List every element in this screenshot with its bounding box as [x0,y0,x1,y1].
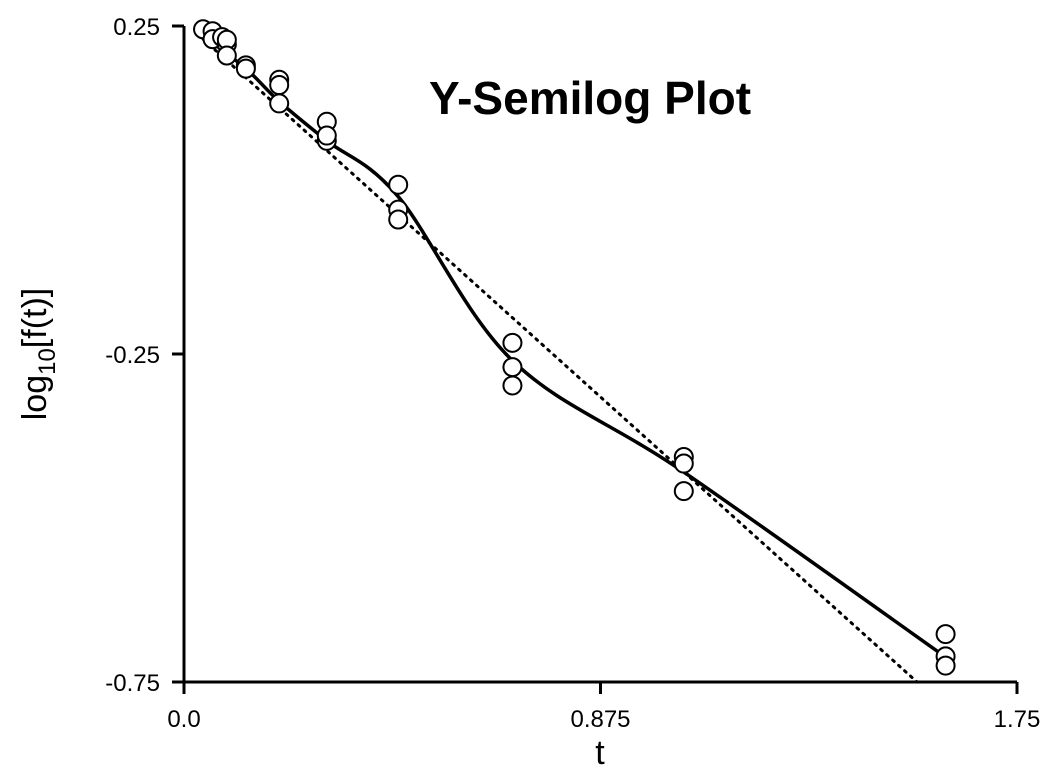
data-point [502,357,523,378]
data-point [388,209,409,230]
y-tick-label: -0.75 [105,670,160,697]
data-point [316,125,337,146]
data-point [269,93,290,114]
x-axis-title: t [595,734,605,772]
x-tick-label: 1.75 [994,706,1041,733]
y-tick-label: -0.25 [105,342,160,369]
series-layer [193,19,956,684]
data-point [935,655,956,676]
fitted-curve [201,34,947,659]
data-point [673,481,694,502]
y-axis-title-log: log [16,375,54,420]
chart-title: Y-Semilog Plot [429,72,751,124]
y-ticks: -0.75 -0.25 0.25 [105,14,184,697]
y-axis-title-rest: [f(t)] [16,288,54,348]
data-point [388,174,409,195]
x-tick-label: 0.875 [570,706,630,733]
data-point [502,375,523,396]
x-ticks: 0.0 0.875 1.75 [167,682,1040,733]
linear-fit-line [201,37,919,684]
data-point [269,75,290,96]
data-point [935,624,956,645]
data-point [502,332,523,353]
data-point [673,453,694,474]
x-tick-label: 0.0 [167,706,200,733]
y-axis-title-subscript: 10 [34,348,61,375]
y-axis-title: log10[f(t)] [16,288,61,421]
data-point [235,58,256,79]
data-point [216,45,237,66]
y-tick-label: 0.25 [113,14,160,41]
